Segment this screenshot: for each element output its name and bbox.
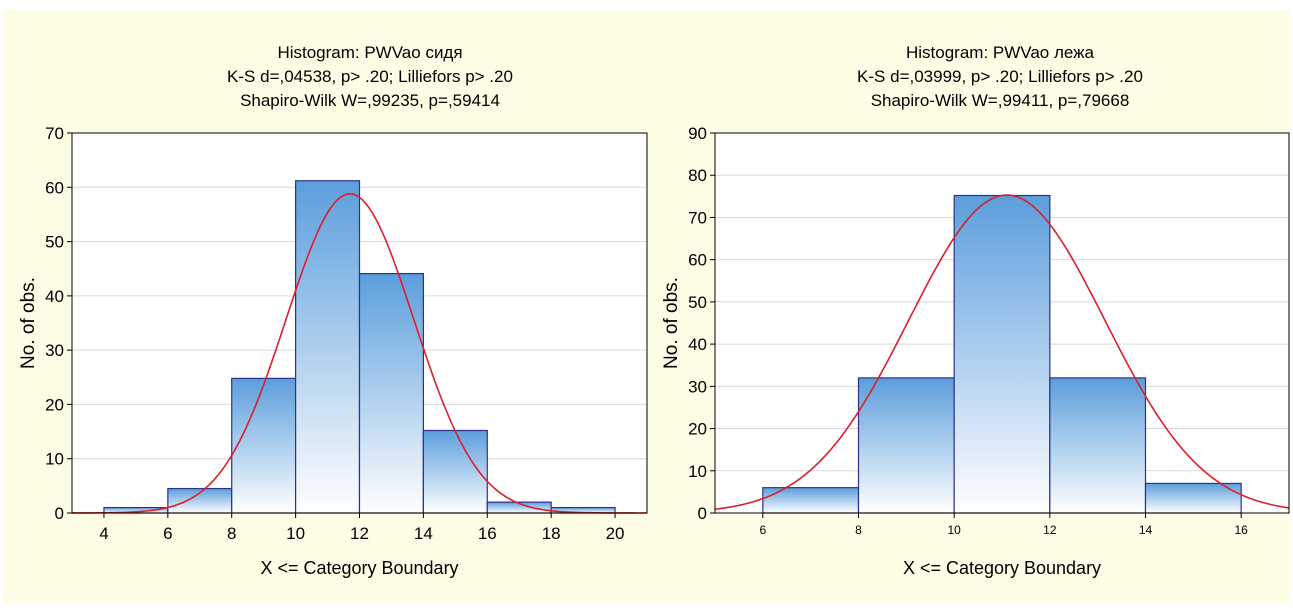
normal-fit-curve [71,193,647,514]
y-tick-label: 10 [688,462,707,481]
histogram-bar [762,487,860,514]
y-tick-label: 30 [45,341,64,360]
histogram-bar [1049,377,1147,514]
y-axis-label: No. of obs. [18,277,39,369]
y-tick-label: 80 [688,166,707,185]
x-tick-label: 16 [1234,523,1248,537]
x-tick-label: 6 [759,523,766,537]
x-tick-label: 18 [542,524,561,543]
chart-subtitle: Shapiro-Wilk W=,99411, p=,79668 [871,91,1130,110]
x-tick-label: 8 [855,523,862,537]
plot-frame [714,132,1290,514]
chart-subtitle: K-S d=,04538, p> .20; Lilliefors p> .20 [227,67,513,86]
y-tick-label: 30 [688,377,707,396]
y-tick-label: 40 [688,335,707,354]
y-tick-label: 20 [688,420,707,439]
y-tick-label: 90 [688,124,707,143]
histogram-bar [358,273,424,514]
x-tick-label: 14 [1139,523,1153,537]
y-tick-label: 70 [688,208,707,227]
chart-2: 0 10 20 30 40 50 60 70 80 90 6 8 10 12 14 16 Histogram: … [661,43,1290,578]
x-tick-label: 12 [350,524,369,543]
y-axis-label: No. of obs. [661,277,682,369]
chart-subtitle: Shapiro-Wilk W=,99235, p=,59414 [240,91,500,110]
x-tick-label: 10 [947,523,961,537]
x-tick-label: 12 [1043,523,1057,537]
y-tick-label: 70 [45,124,64,143]
histogram-bar [1144,482,1242,514]
y-tick-label: 0 [698,504,707,523]
y-tick-label: 60 [688,251,707,270]
y-tick-label: 50 [688,293,707,312]
histogram-bar [422,429,488,514]
chart-title: Histogram: PWVao сидя [277,43,462,62]
x-axis-label: X <= Category Boundary [903,558,1101,578]
chart-title: Histogram: PWVao лежа [906,43,1095,62]
x-tick-label: 10 [286,524,305,543]
histogram-bar [231,377,297,514]
y-tick-label: 60 [45,178,64,197]
x-tick-label: 4 [99,524,108,543]
chart-subtitle: K-S d=,03999, p> .20; Lilliefors p> .20 [857,67,1143,86]
y-tick-label: 40 [45,287,64,306]
x-tick-label: 16 [478,524,497,543]
histogram-bar [295,180,361,514]
histogram-bar [953,194,1051,514]
y-tick-label: 20 [45,395,64,414]
chart-1: 0 10 20 30 40 50 60 70 4 6 8 10 12 14 16 18 20 Histogram:… [18,43,648,578]
normal-fit-curve [714,194,1290,510]
x-tick-label: 6 [163,524,172,543]
histogram-bar [857,377,955,514]
x-tick-label: 8 [227,524,236,543]
y-tick-label: 50 [45,233,64,252]
x-tick-label: 20 [606,524,625,543]
x-tick-label: 14 [414,524,433,543]
x-axis-label: X <= Category Boundary [260,558,458,578]
y-tick-label: 10 [45,450,64,469]
y-tick-label: 0 [55,504,64,523]
